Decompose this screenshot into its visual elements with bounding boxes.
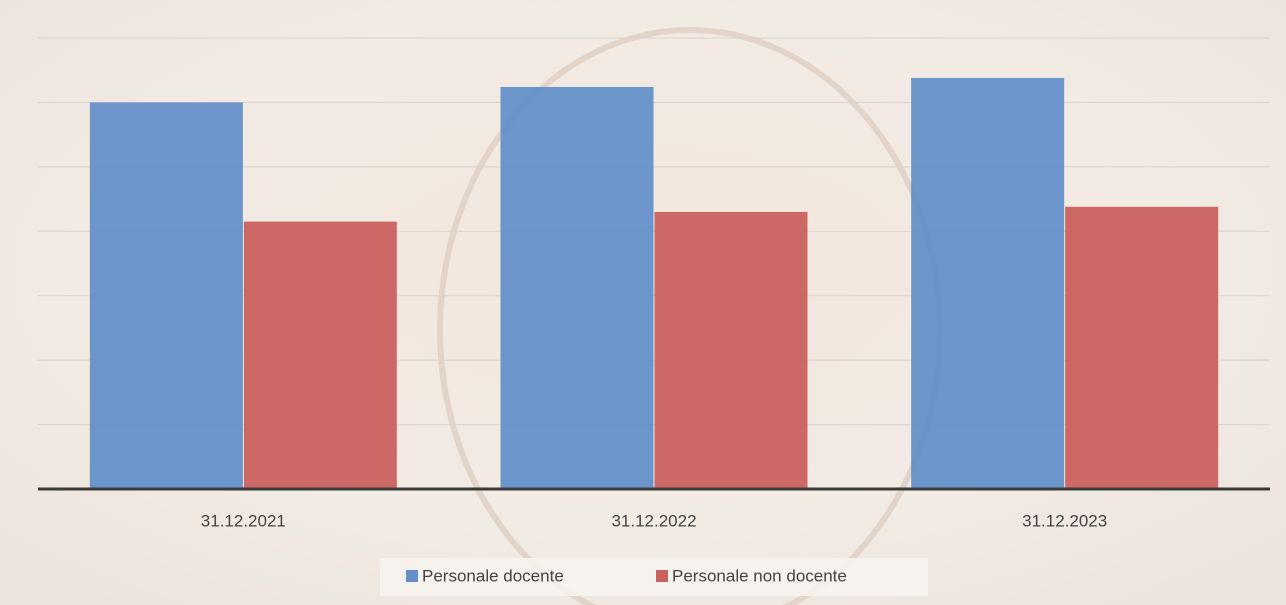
bar	[500, 86, 654, 490]
legend-box	[380, 558, 928, 596]
legend-swatch	[406, 570, 418, 582]
legend-label: Personale docente	[422, 566, 564, 585]
x-tick-label: 31.12.2022	[611, 511, 696, 530]
x-tick-label: 31.12.2023	[1022, 511, 1107, 530]
x-tick-label: 31.12.2021	[201, 511, 286, 530]
bar	[243, 221, 397, 489]
bar	[1065, 206, 1219, 489]
legend-swatch	[656, 570, 668, 582]
bar	[89, 102, 243, 489]
legend-label: Personale non docente	[672, 566, 847, 585]
bar	[911, 77, 1065, 490]
bar	[654, 211, 808, 489]
